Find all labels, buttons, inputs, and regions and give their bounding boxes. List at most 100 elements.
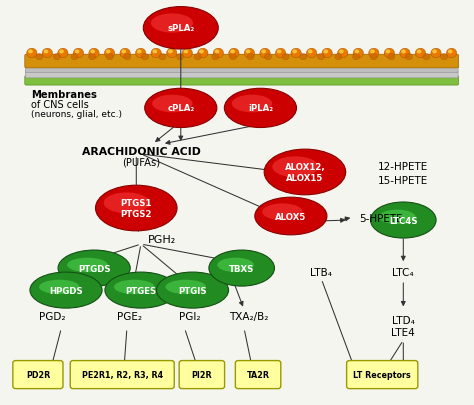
Ellipse shape [156,273,228,308]
Ellipse shape [75,50,79,54]
Text: (neurons, glial, etc.): (neurons, glial, etc.) [31,110,122,119]
Ellipse shape [106,50,110,54]
Text: PD2R: PD2R [26,370,50,379]
Text: PI2R: PI2R [191,370,212,379]
Ellipse shape [335,54,342,61]
Text: PGI₂: PGI₂ [179,311,201,321]
Ellipse shape [30,273,102,308]
Ellipse shape [177,54,183,61]
Text: LTC4S: LTC4S [389,216,418,225]
Ellipse shape [230,50,235,54]
Ellipse shape [400,49,410,59]
Ellipse shape [120,49,130,59]
Text: LTD₄: LTD₄ [392,315,415,325]
Ellipse shape [153,50,157,54]
Ellipse shape [300,54,307,61]
FancyBboxPatch shape [70,361,174,389]
Ellipse shape [282,54,289,61]
Ellipse shape [277,50,282,54]
Text: ALOX12,
ALOX15: ALOX12, ALOX15 [284,163,325,182]
Text: iPLA₂: iPLA₂ [248,104,273,113]
Ellipse shape [323,50,328,54]
FancyBboxPatch shape [25,76,458,86]
FancyBboxPatch shape [13,361,63,389]
Ellipse shape [262,204,303,221]
Ellipse shape [105,273,177,308]
FancyBboxPatch shape [25,71,458,79]
Ellipse shape [291,49,301,59]
Ellipse shape [114,280,155,294]
Text: PTGDS: PTGDS [78,264,110,273]
Text: of CNS cells: of CNS cells [31,100,89,110]
Ellipse shape [124,54,131,61]
Text: LTC₄: LTC₄ [392,267,414,277]
Text: LT Receptors: LT Receptors [353,370,411,379]
Ellipse shape [224,89,297,128]
Ellipse shape [137,50,142,54]
Ellipse shape [165,280,206,294]
Ellipse shape [182,49,192,59]
Ellipse shape [199,50,204,54]
Ellipse shape [151,49,161,59]
Text: PTGES: PTGES [125,286,156,295]
Ellipse shape [58,49,68,59]
Ellipse shape [308,50,312,54]
Ellipse shape [36,54,43,61]
FancyBboxPatch shape [346,361,418,389]
Ellipse shape [54,54,60,61]
Ellipse shape [136,49,146,59]
Text: TBXS: TBXS [229,264,255,273]
Ellipse shape [73,49,83,59]
Ellipse shape [213,49,224,59]
Ellipse shape [104,49,115,59]
Ellipse shape [39,280,80,294]
Ellipse shape [432,50,437,54]
Ellipse shape [90,50,95,54]
Text: 5-HPETE: 5-HPETE [359,213,402,224]
Ellipse shape [145,89,217,128]
Ellipse shape [371,202,436,239]
Text: PGE₂: PGE₂ [117,311,142,321]
Ellipse shape [28,50,33,54]
Ellipse shape [379,210,416,224]
Ellipse shape [322,49,332,59]
Ellipse shape [194,54,201,61]
Ellipse shape [121,50,126,54]
Ellipse shape [198,49,208,59]
Text: LTB₄: LTB₄ [310,267,332,277]
Ellipse shape [255,198,327,235]
FancyBboxPatch shape [236,361,281,389]
Text: PTGS1
PTGS2: PTGS1 PTGS2 [120,199,152,218]
Ellipse shape [339,50,344,54]
Ellipse shape [423,54,430,61]
Ellipse shape [417,50,421,54]
Ellipse shape [229,49,239,59]
Text: 12-HPETE: 12-HPETE [377,162,428,172]
Text: (PUFAs): (PUFAs) [122,158,160,168]
Ellipse shape [447,49,457,59]
Text: PE2R1, R2, R3, R4: PE2R1, R2, R3, R4 [82,370,163,379]
Ellipse shape [232,96,272,113]
Ellipse shape [353,54,360,61]
Ellipse shape [212,54,219,61]
Text: ALOX5: ALOX5 [275,212,307,221]
Ellipse shape [440,54,447,61]
Ellipse shape [370,54,377,61]
Ellipse shape [106,54,113,61]
Ellipse shape [260,49,270,59]
Text: PGD₂: PGD₂ [39,311,65,321]
Ellipse shape [159,54,166,61]
FancyBboxPatch shape [25,55,458,69]
Text: cPLA₂: cPLA₂ [167,104,194,113]
Ellipse shape [89,49,99,59]
Ellipse shape [209,250,274,286]
Ellipse shape [247,54,254,61]
Ellipse shape [96,186,177,231]
Ellipse shape [355,50,359,54]
Ellipse shape [183,50,188,54]
Ellipse shape [143,8,218,50]
Ellipse shape [272,157,319,178]
Text: LTE4: LTE4 [392,327,415,337]
Text: TA2R: TA2R [246,370,270,379]
FancyBboxPatch shape [25,66,458,73]
